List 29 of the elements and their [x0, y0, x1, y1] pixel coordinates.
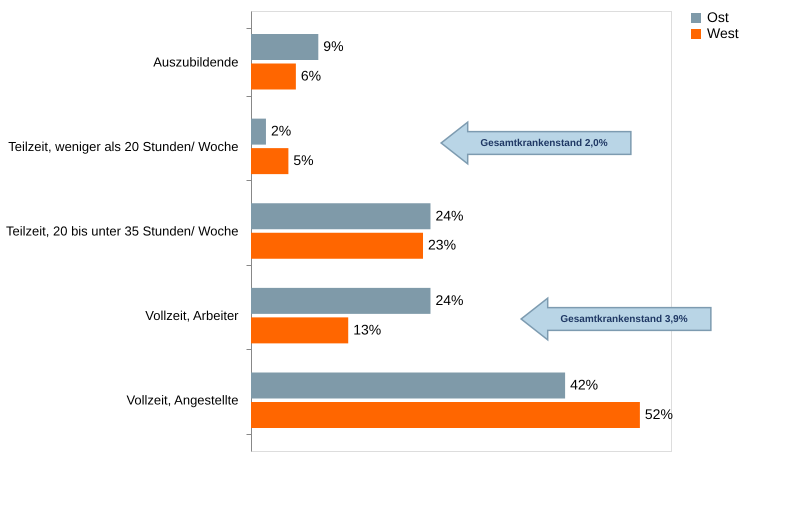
bar — [251, 232, 424, 259]
y-tick-label: Teilzeit, 20 bis unter 35 Stunden/ Woche — [6, 224, 238, 238]
data-label: 2% — [270, 122, 292, 139]
data-label: 6% — [300, 67, 322, 84]
y-tick-label: Auszubildende — [153, 54, 238, 70]
bar — [251, 288, 430, 314]
y-tick-label: Vollzeit, Arbeiter — [145, 308, 240, 324]
bar — [251, 34, 318, 60]
bar — [251, 203, 430, 230]
y-tick-label: Vollzeit, Angestellte — [126, 392, 238, 408]
legend-label: Ost — [707, 9, 729, 25]
annotation: Gesamtkrankenstand 2,0% — [480, 138, 608, 149]
bar — [251, 148, 288, 174]
bar — [251, 402, 640, 428]
annotation: Gesamtkrankenstand 3,9% — [560, 314, 688, 325]
y-tick-label: Teilzeit, weniger als 20 Stunden/ Woche — [8, 138, 238, 154]
data-label: 42% — [570, 376, 598, 393]
bar — [251, 63, 296, 90]
data-label: 52% — [644, 406, 673, 422]
legend-label: West — [707, 25, 739, 41]
data-label: 24% — [435, 292, 464, 308]
data-label: 13% — [353, 321, 382, 338]
bar — [251, 372, 566, 399]
bar — [251, 317, 348, 344]
data-label: 5% — [293, 152, 314, 168]
data-label: 23% — [428, 236, 456, 253]
data-label: 9% — [323, 38, 344, 54]
bar — [251, 118, 266, 145]
data-label: 24% — [435, 207, 464, 224]
